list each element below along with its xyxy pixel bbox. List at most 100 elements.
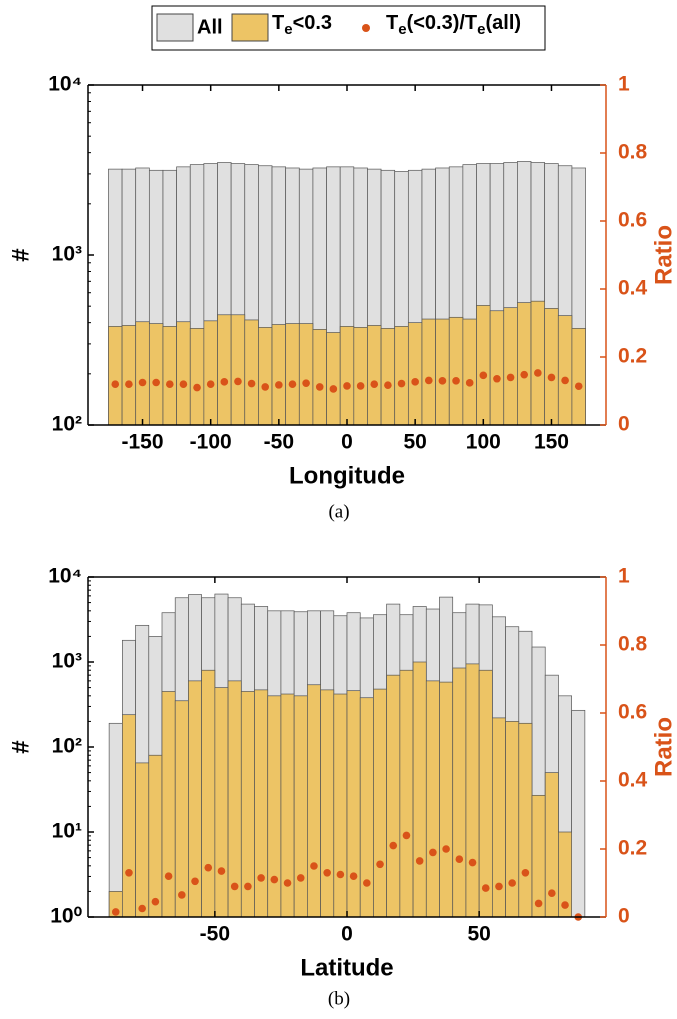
y2-tick-label: 0.4 — [618, 277, 648, 300]
x-tick-label: -100 — [190, 431, 232, 454]
ratio-point — [397, 379, 406, 388]
bar — [407, 322, 423, 426]
y2-tick-label: 0.6 — [618, 209, 647, 232]
bar — [176, 321, 191, 426]
bar — [386, 674, 401, 918]
bar — [326, 332, 341, 426]
bar — [412, 661, 427, 918]
bar — [201, 669, 216, 918]
bar — [465, 663, 480, 918]
y-axis-label: # — [7, 740, 34, 753]
bar — [293, 695, 308, 918]
ratio-point — [506, 373, 515, 382]
ratio-point — [376, 860, 384, 869]
bar — [530, 300, 546, 426]
ratio-point — [206, 380, 215, 389]
ratio-point — [508, 879, 516, 887]
ratio-point — [164, 872, 173, 880]
bar — [544, 308, 559, 426]
legend-box — [151, 5, 546, 51]
bar — [476, 305, 491, 426]
bar — [267, 695, 282, 918]
bar — [162, 326, 177, 426]
bar — [121, 325, 137, 426]
ratio-point — [384, 381, 392, 390]
ratio-point — [138, 378, 147, 387]
bar — [148, 323, 164, 426]
ratio-point — [349, 872, 358, 880]
legend-swatch — [231, 13, 269, 42]
y2-axis-label: Ratio — [650, 225, 677, 285]
y2-tick-label: 0.8 — [618, 633, 648, 656]
ratio-point — [261, 383, 270, 391]
bar — [571, 328, 586, 426]
ratio-point — [363, 879, 371, 887]
x-tick-label: 50 — [403, 431, 426, 454]
bar — [478, 669, 493, 918]
bar — [203, 320, 218, 426]
bar — [254, 689, 269, 918]
y-tick-label: 10⁴ — [48, 565, 82, 588]
legend-label: All — [197, 16, 223, 38]
ratio-point — [193, 383, 201, 392]
bar — [333, 693, 348, 918]
y2-tick-label: 0.6 — [618, 701, 647, 724]
bar — [161, 691, 176, 918]
bar — [298, 323, 314, 426]
bar — [108, 722, 123, 918]
y-axis-label: # — [7, 248, 34, 261]
ratio-point — [315, 383, 324, 391]
bar — [489, 310, 505, 426]
x-tick-label: -150 — [122, 431, 164, 454]
ratio-point — [288, 380, 297, 389]
legend-label: Te<0.3 — [272, 12, 332, 38]
ratio-point — [561, 376, 569, 385]
bar — [230, 314, 246, 426]
ratio-point — [191, 877, 199, 886]
bar — [189, 328, 205, 426]
bar — [227, 680, 242, 918]
ratio-point — [561, 901, 569, 909]
ratio-point — [179, 380, 188, 389]
ratio-point — [429, 848, 437, 857]
x-axis-label: Latitude — [300, 954, 393, 981]
bar — [518, 722, 533, 918]
ratio-point — [548, 889, 556, 897]
bar — [399, 669, 414, 918]
caption: (a) — [328, 501, 349, 522]
y-tick-label: 10⁴ — [48, 73, 82, 96]
ratio-point — [204, 863, 213, 872]
bar — [320, 689, 335, 918]
y2-tick-label: 0 — [618, 413, 630, 436]
bar — [503, 307, 518, 426]
ratio-point — [329, 385, 338, 393]
ratio-point — [275, 381, 283, 389]
ratio-point — [481, 884, 490, 892]
ratio-point — [547, 373, 556, 382]
ratio-point — [220, 378, 229, 386]
ratio-point — [411, 378, 419, 386]
ratio-point — [296, 874, 305, 882]
y2-tick-label: 0.4 — [618, 769, 648, 792]
ratio-point — [534, 369, 542, 377]
ratio-point — [257, 874, 265, 882]
bar — [353, 327, 368, 426]
bar — [380, 328, 396, 426]
ratio-point — [468, 858, 477, 867]
ratio-point — [343, 382, 351, 390]
caption: (b) — [328, 988, 350, 1009]
bar — [258, 327, 273, 426]
y2-tick-label: 1 — [618, 73, 630, 96]
ratio-point — [370, 380, 379, 389]
bar — [217, 314, 232, 426]
ratio-point — [125, 869, 133, 877]
x-tick-label: -50 — [200, 923, 230, 946]
ratio-point — [125, 380, 133, 389]
ratio-point — [534, 899, 543, 908]
bar — [531, 794, 546, 918]
bar — [571, 709, 586, 918]
y2-tick-label: 0.2 — [618, 345, 647, 368]
ratio-point — [479, 371, 488, 380]
y-tick-label: 10³ — [52, 243, 82, 266]
